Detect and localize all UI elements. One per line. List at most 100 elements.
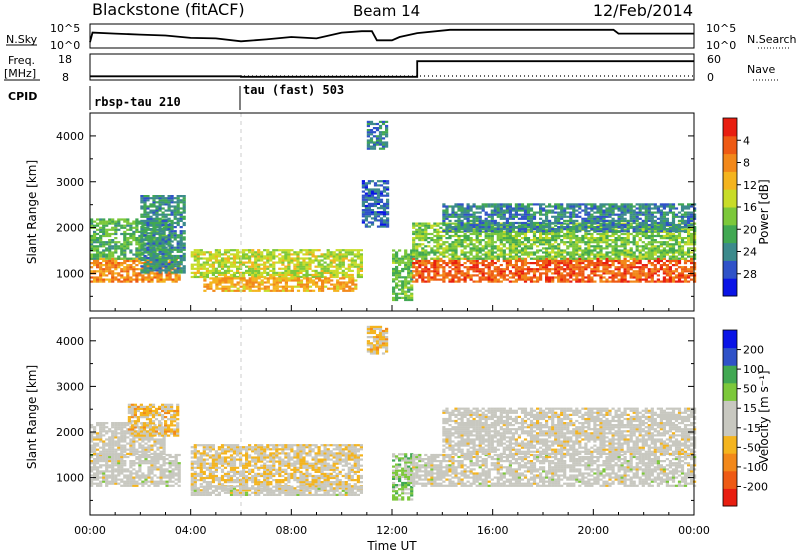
power-cell-4399: [442, 203, 446, 206]
power-cell-64: [111, 278, 115, 281]
power-cell-3392: [472, 239, 476, 242]
power-cell-3713: [545, 253, 549, 256]
power-cell-4430: [454, 215, 458, 218]
power-cell-1574: [329, 273, 333, 277]
power-cell-1566: [326, 265, 330, 268]
power-cell-1918: [336, 281, 340, 284]
power-cell-1132: [199, 253, 203, 256]
power-cell-3042: [665, 266, 669, 269]
power-cell-2405: [448, 270, 452, 273]
cpid-segment-2: tau (fast) 503: [243, 83, 344, 97]
power-cell-3849: [572, 224, 576, 227]
power-cell-3935: [593, 253, 597, 256]
power-cell-2201: [395, 261, 399, 264]
power-cell-677: [140, 219, 144, 222]
power-cell-1453: [293, 269, 297, 272]
power-cell-4436: [457, 228, 461, 231]
power-cell-4945: [602, 205, 606, 208]
power-cell-1872: [305, 281, 310, 284]
power-cell-4304: [674, 234, 679, 238]
power-cell-3673: [536, 251, 540, 254]
power-cell-1381: [272, 269, 276, 272]
power-cell-907: [164, 240, 168, 243]
power-cell-2285: [410, 276, 414, 279]
power-cell-4916: [596, 219, 600, 222]
power-cell-2775: [575, 264, 579, 267]
power-cell-383: [111, 222, 115, 225]
power-cell-2549: [499, 270, 503, 273]
power-cell-814: [155, 240, 159, 243]
power-cell-1809: [269, 277, 273, 280]
power-cell-3162: [418, 230, 422, 233]
power-cell-3799: [563, 243, 567, 246]
power-cell-1448: [290, 253, 294, 256]
power-cell-2548: [499, 272, 503, 275]
power-cell-1693: [203, 283, 207, 286]
power-cell-3740: [551, 257, 555, 260]
power-cell-2636: [529, 262, 534, 265]
power-cell-757: [149, 232, 153, 235]
power-cell-4758: [548, 221, 552, 225]
power-cell-4563: [490, 211, 494, 214]
power-cell-789: [152, 226, 156, 229]
power-cell-2692: [551, 278, 555, 281]
power-cell-1594: [332, 251, 336, 254]
power-cell-4233: [659, 234, 663, 238]
power-cell-2594: [517, 278, 521, 281]
power-cell-3753: [551, 226, 555, 229]
power-cell-2231: [401, 267, 405, 271]
power-cell-3153: [418, 255, 422, 258]
power-cell-4142: [641, 255, 645, 258]
power-cell-951: [170, 265, 174, 268]
power-cell-963: [170, 234, 174, 237]
power-cell-2982: [644, 272, 648, 275]
power-cell-2086: [386, 219, 390, 222]
power-cell-4856: [578, 207, 582, 210]
power-cell-1221: [226, 265, 231, 268]
power-cell-2619: [523, 268, 528, 271]
power-cell-2881: [611, 270, 615, 273]
power-cell-1804: [266, 281, 270, 284]
power-cell-2385: [439, 257, 443, 260]
power-cell-3786: [560, 249, 564, 252]
power-cell-938: [167, 219, 171, 222]
power-cell-1302: [251, 269, 255, 272]
power-cell-3270: [445, 241, 449, 244]
power-cell-2736: [563, 259, 567, 263]
power-cell-2760: [572, 274, 576, 277]
power-cell-1913: [333, 283, 337, 286]
power-cell-2237: [404, 296, 408, 299]
power-cell-3677: [536, 239, 540, 242]
power-cell-2380: [439, 278, 443, 281]
power-cell-4026: [614, 257, 618, 260]
power-cell-4871: [584, 221, 588, 225]
power-cell-1782: [254, 285, 258, 288]
power-cell-2160: [385, 143, 389, 146]
power-cell-4692: [526, 211, 531, 214]
power-cell-2618: [523, 272, 528, 275]
power-cell-4135: [638, 232, 642, 236]
power-cell-1940: [348, 277, 352, 280]
power-cell-3287: [448, 228, 452, 231]
power-cell-3005: [653, 280, 657, 283]
power-cell-1068: [182, 259, 186, 262]
power-cell-1352: [263, 263, 267, 266]
power-cell-2438: [457, 259, 461, 263]
power-cell-904: [164, 248, 168, 251]
power-cell-4286: [671, 247, 676, 250]
power-cell-4705: [529, 213, 534, 216]
power-cell-94: [120, 270, 124, 273]
power-cell-2844: [599, 276, 603, 279]
power-cell-958: [170, 248, 174, 251]
power-cell-4332: [680, 228, 685, 231]
power-cell-1064: [182, 271, 186, 274]
power-cell-2782: [578, 272, 582, 275]
power-cell-1346: [260, 251, 264, 254]
power-cell-3995: [605, 232, 609, 236]
power-cell-562: [150, 230, 154, 233]
power-cell-2319: [418, 266, 422, 269]
power-cell-3662: [532, 243, 537, 246]
power-cell-4539: [484, 219, 488, 222]
power-cell-1819: [275, 285, 279, 288]
power-cell-861: [158, 197, 162, 200]
